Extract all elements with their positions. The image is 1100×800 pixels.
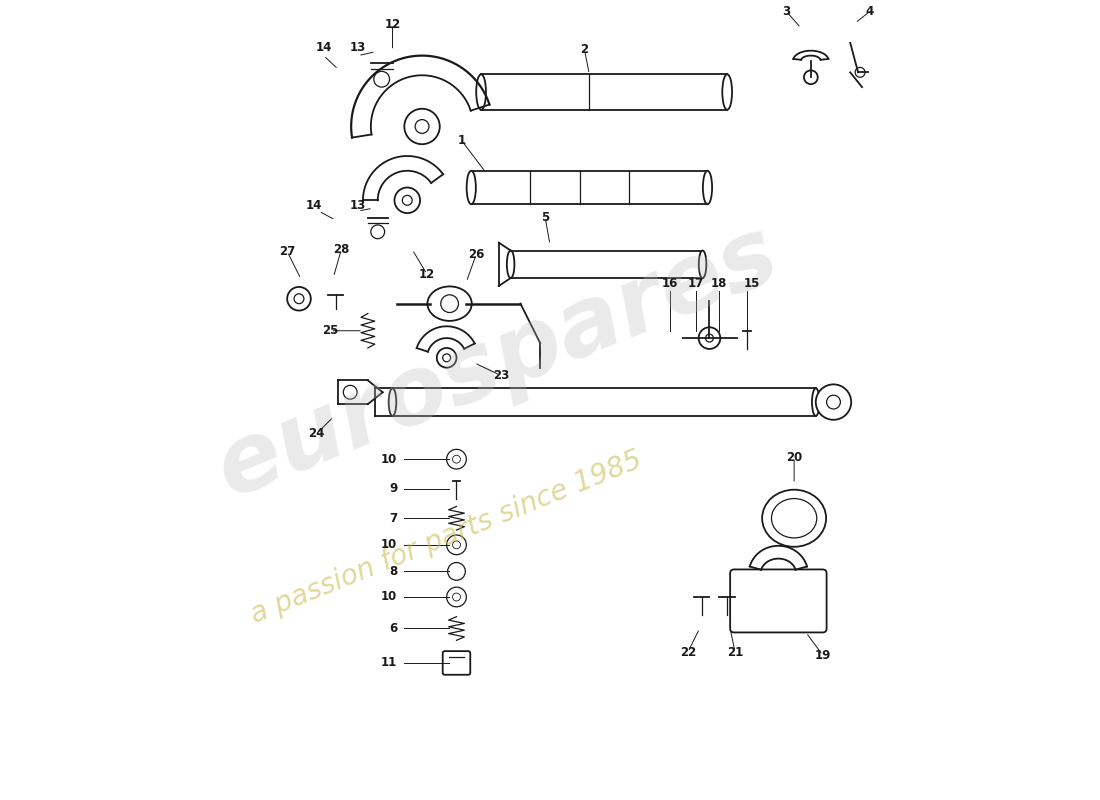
Text: eurospares: eurospares bbox=[204, 207, 792, 517]
Circle shape bbox=[447, 535, 466, 554]
Circle shape bbox=[804, 70, 817, 84]
Text: 10: 10 bbox=[382, 538, 397, 551]
Text: 24: 24 bbox=[308, 427, 324, 440]
Circle shape bbox=[371, 225, 385, 238]
Ellipse shape bbox=[476, 74, 486, 110]
Bar bbox=[481, 74, 727, 110]
Text: 6: 6 bbox=[389, 622, 397, 635]
Text: 2: 2 bbox=[581, 43, 589, 56]
Ellipse shape bbox=[762, 490, 826, 546]
Circle shape bbox=[405, 109, 440, 144]
Ellipse shape bbox=[388, 388, 396, 416]
Ellipse shape bbox=[703, 170, 712, 204]
Bar bbox=[393, 388, 816, 416]
Circle shape bbox=[287, 287, 311, 310]
Ellipse shape bbox=[771, 498, 817, 538]
Text: 18: 18 bbox=[711, 278, 727, 290]
Circle shape bbox=[395, 187, 420, 213]
Text: 26: 26 bbox=[468, 248, 484, 261]
Circle shape bbox=[448, 562, 465, 580]
Bar bbox=[471, 170, 707, 204]
Text: 16: 16 bbox=[662, 278, 679, 290]
Text: 15: 15 bbox=[744, 278, 760, 290]
Circle shape bbox=[855, 67, 865, 78]
Circle shape bbox=[698, 327, 720, 349]
Circle shape bbox=[447, 450, 466, 469]
Circle shape bbox=[403, 195, 412, 206]
Circle shape bbox=[437, 348, 456, 368]
Circle shape bbox=[442, 354, 451, 362]
Circle shape bbox=[452, 541, 461, 549]
Text: 12: 12 bbox=[419, 268, 436, 281]
Text: 19: 19 bbox=[814, 649, 830, 662]
Circle shape bbox=[374, 71, 389, 87]
Text: 12: 12 bbox=[384, 18, 400, 30]
Circle shape bbox=[343, 386, 358, 399]
Text: 17: 17 bbox=[688, 278, 704, 290]
Text: 14: 14 bbox=[316, 42, 332, 54]
FancyBboxPatch shape bbox=[442, 651, 471, 674]
Ellipse shape bbox=[466, 170, 476, 204]
Circle shape bbox=[441, 295, 459, 313]
Text: 4: 4 bbox=[866, 5, 874, 18]
Text: 3: 3 bbox=[782, 5, 790, 18]
Text: 25: 25 bbox=[322, 324, 339, 338]
Text: 21: 21 bbox=[727, 646, 744, 658]
Circle shape bbox=[447, 587, 466, 607]
Text: 5: 5 bbox=[541, 210, 549, 223]
Circle shape bbox=[452, 455, 461, 463]
Text: 28: 28 bbox=[333, 243, 350, 256]
Text: 1: 1 bbox=[458, 134, 465, 146]
Ellipse shape bbox=[428, 286, 472, 321]
Text: 13: 13 bbox=[350, 198, 366, 212]
Text: 22: 22 bbox=[680, 646, 696, 658]
Text: 13: 13 bbox=[350, 42, 366, 54]
Ellipse shape bbox=[698, 250, 706, 278]
Circle shape bbox=[826, 395, 840, 409]
Ellipse shape bbox=[507, 250, 515, 278]
Text: 10: 10 bbox=[382, 590, 397, 603]
Bar bbox=[510, 250, 703, 278]
Text: 10: 10 bbox=[382, 453, 397, 466]
Circle shape bbox=[415, 119, 429, 134]
Circle shape bbox=[452, 593, 461, 601]
Text: a passion for parts since 1985: a passion for parts since 1985 bbox=[246, 446, 647, 629]
Circle shape bbox=[294, 294, 304, 304]
FancyBboxPatch shape bbox=[730, 570, 826, 633]
Text: 20: 20 bbox=[786, 450, 802, 464]
Circle shape bbox=[816, 384, 851, 420]
Ellipse shape bbox=[723, 74, 733, 110]
Text: 9: 9 bbox=[389, 482, 397, 495]
Text: 8: 8 bbox=[389, 565, 397, 578]
Circle shape bbox=[705, 334, 714, 342]
Text: 27: 27 bbox=[279, 245, 295, 258]
Ellipse shape bbox=[812, 388, 820, 416]
Text: 7: 7 bbox=[389, 512, 397, 525]
Text: 23: 23 bbox=[493, 369, 509, 382]
Text: 14: 14 bbox=[306, 198, 322, 212]
Text: 11: 11 bbox=[382, 657, 397, 670]
